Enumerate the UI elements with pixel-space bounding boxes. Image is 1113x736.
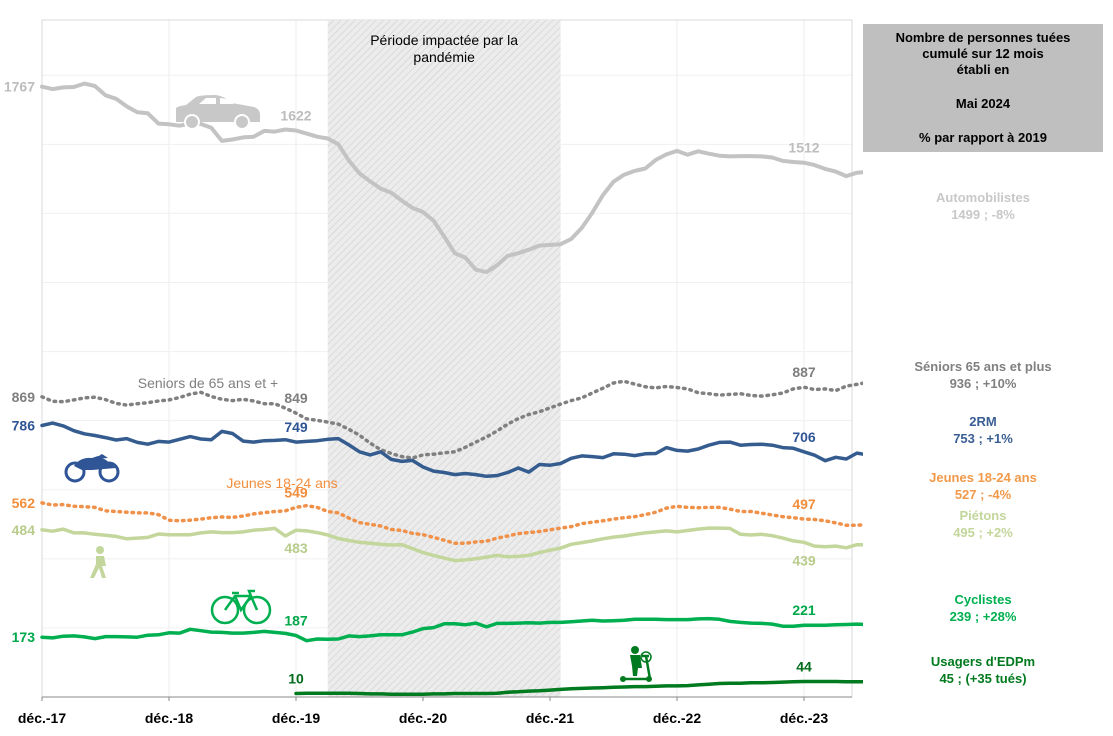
x-tick-label: déc.-22 [653, 710, 701, 726]
car-icon [176, 95, 260, 130]
legend-name: Séniors 65 ans et plus [914, 359, 1052, 374]
series-line-edpm [294, 679, 863, 696]
data-label-pietons: 483 [284, 540, 308, 556]
info-box-line3: établi en [956, 62, 1010, 77]
data-label-cyclistes: 173 [12, 629, 36, 645]
data-label-2rm: 786 [12, 418, 36, 434]
inline-label-jeunes: Jeunes 18-24 ans [226, 475, 337, 491]
data-label-pietons: 484 [12, 522, 36, 538]
series-line-jeunes [40, 501, 863, 546]
x-tick-label: déc.-21 [526, 710, 574, 726]
legend-name: Automobilistes [936, 190, 1030, 205]
data-label-2rm: 706 [792, 429, 816, 445]
legend-seniors: Séniors 65 ans et plus 936 ; +10% [863, 358, 1103, 392]
legend-value: 45 ; (+35 tués) [939, 671, 1027, 686]
x-tick-label: déc.-20 [399, 710, 447, 726]
bicycle-icon [210, 589, 272, 625]
x-tick-label: déc.-19 [272, 710, 320, 726]
legend-value: 239 ; +28% [949, 609, 1017, 624]
data-label-cyclistes: 221 [792, 602, 816, 618]
data-labels: 1767 1622 1512 869 849 887 786 749 706 562 549 497 4… [4, 79, 820, 687]
legend-jeunes: Jeunes 18-24 ans 527 ; -4% [863, 469, 1103, 503]
legend-edpm: Usagers d'EDPm 45 ; (+35 tués) [863, 653, 1103, 687]
info-box-date: Mai 2024 [955, 96, 1011, 111]
info-box-line2: cumulé sur 12 mois [922, 46, 1044, 61]
data-label-auto: 1512 [788, 140, 819, 156]
info-box-line1: Nombre de personnes tuées [895, 30, 1071, 45]
data-label-2rm: 749 [284, 419, 308, 435]
pandemic-shade [327, 20, 561, 697]
legend-name: Jeunes 18-24 ans [929, 470, 1037, 485]
series-line-2rm [40, 421, 863, 479]
legend-name: Usagers d'EDPm [930, 654, 1036, 669]
series-line-seniors [40, 379, 863, 460]
legend-2rm: 2RM 753 ; +1% [863, 413, 1103, 447]
pandemic-label-line1: Période impactée par la [370, 32, 518, 48]
data-label-edpm: 10 [288, 671, 304, 687]
pedestrian-icon [90, 546, 106, 578]
e-scooter-icon [620, 646, 652, 682]
legend-pietons: Piétons 495 ; +2% [863, 507, 1103, 541]
info-box: Nombre de personnes tuées cumulé sur 12 … [863, 24, 1103, 152]
legend-value: 1499 ; -8% [951, 207, 1015, 222]
data-label-cyclistes: 187 [284, 613, 308, 629]
inline-label-seniors: Seniors de 65 ans et + [138, 375, 279, 391]
data-label-auto: 1622 [280, 108, 311, 124]
series-line-pietons [40, 526, 863, 563]
legend-value: 495 ; +2% [953, 525, 1013, 540]
pandemic-label-line2: pandémie [413, 49, 475, 65]
x-tick-label: déc.-18 [145, 710, 193, 726]
data-label-seniors: 869 [12, 389, 36, 405]
data-label-auto: 1767 [4, 79, 35, 95]
motorcycle-icon [64, 454, 120, 483]
x-axis: déc.-17 déc.-18 déc.-19 déc.-20 déc.-21 déc.-… [18, 696, 852, 726]
legend-value: 936 ; +10% [949, 376, 1017, 391]
data-label-jeunes: 562 [12, 495, 36, 511]
info-box-note: % par rapport à 2019 [919, 130, 1047, 145]
data-label-seniors: 887 [792, 364, 816, 380]
data-label-seniors: 849 [284, 390, 308, 406]
x-tick-label: déc.-17 [18, 710, 66, 726]
legend-name: 2RM [969, 414, 997, 429]
data-label-edpm: 44 [796, 658, 812, 674]
legend-automobilistes: Automobilistes 1499 ; -8% [863, 189, 1103, 223]
series-lines [40, 81, 863, 696]
series-line-cyclistes [40, 616, 863, 643]
legend-name: Cyclistes [954, 592, 1012, 607]
data-label-jeunes: 549 [284, 484, 308, 500]
data-label-jeunes: 497 [792, 496, 816, 512]
legend-name: Piétons [959, 508, 1007, 523]
data-label-pietons: 439 [792, 552, 816, 568]
legend-value: 753 ; +1% [953, 431, 1013, 446]
x-tick-label: déc.-23 [780, 710, 828, 726]
legend-value: 527 ; -4% [954, 487, 1012, 502]
icons [64, 95, 652, 682]
legend-cyclistes: Cyclistes 239 ; +28% [863, 591, 1103, 625]
